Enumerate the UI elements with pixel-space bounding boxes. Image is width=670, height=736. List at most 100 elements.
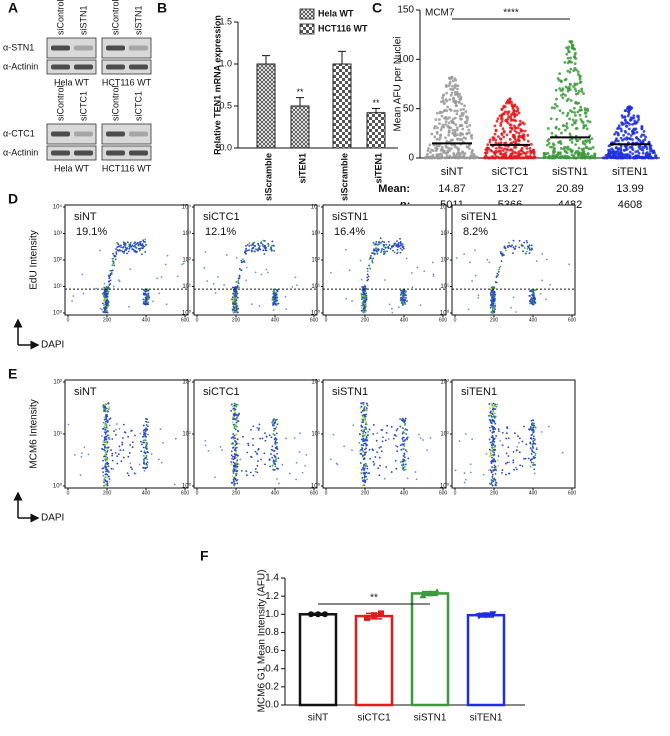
flow-dot bbox=[368, 258, 371, 260]
flow-dot bbox=[362, 472, 365, 475]
flow-dot bbox=[126, 247, 129, 249]
flow-dot bbox=[521, 440, 524, 443]
swarm-dot bbox=[577, 101, 581, 105]
flow-dot bbox=[491, 289, 493, 292]
swarm-dot bbox=[633, 119, 637, 123]
flow-dot bbox=[494, 444, 497, 447]
flow-dot bbox=[260, 273, 263, 276]
lane-label: siControl bbox=[110, 85, 120, 121]
flow-dot bbox=[507, 446, 510, 449]
flow-dot bbox=[364, 308, 367, 311]
flow-dot bbox=[230, 450, 233, 453]
max-dot bbox=[628, 105, 632, 109]
flow-dot bbox=[419, 437, 422, 440]
swarm-dot bbox=[454, 156, 458, 160]
flow-dot bbox=[380, 446, 382, 448]
swarm-dot bbox=[443, 109, 446, 113]
y-tick-label: 50 bbox=[403, 103, 415, 114]
flow-dot bbox=[108, 407, 110, 410]
flow-dot bbox=[507, 241, 510, 244]
flow-dot bbox=[273, 300, 275, 303]
flow-dot bbox=[109, 279, 112, 282]
swarm-dot bbox=[453, 116, 457, 120]
flow-dot bbox=[526, 247, 529, 250]
swarm-dot bbox=[445, 109, 449, 113]
y-tick-label: 10² bbox=[53, 380, 62, 386]
flow-dot bbox=[271, 240, 274, 243]
flow-dot bbox=[494, 305, 496, 308]
flow-dot bbox=[365, 298, 368, 301]
flow-dot bbox=[364, 448, 366, 451]
flow-dot bbox=[275, 467, 278, 470]
swarm-dot bbox=[457, 95, 460, 99]
swarm-dot bbox=[613, 132, 616, 136]
swarm-dot bbox=[550, 131, 554, 135]
swarm-dot bbox=[522, 133, 526, 136]
flow-dot bbox=[235, 464, 237, 467]
flow-dot bbox=[272, 423, 274, 426]
swarm-dot bbox=[581, 152, 585, 156]
flow-dot bbox=[396, 251, 399, 254]
flow-dot bbox=[101, 292, 104, 295]
flow-dot bbox=[532, 423, 534, 426]
flow-dot bbox=[277, 457, 280, 460]
swarm-dot bbox=[439, 128, 443, 132]
flow-dot bbox=[212, 282, 215, 285]
swarm-dot bbox=[426, 149, 430, 153]
x-tick-label: 200 bbox=[232, 490, 241, 496]
flow-dot bbox=[134, 250, 137, 253]
flow-dot bbox=[492, 296, 494, 298]
flow-dot bbox=[115, 253, 118, 255]
point bbox=[419, 591, 427, 599]
flow-dot bbox=[402, 302, 405, 305]
swarm-dot bbox=[626, 114, 630, 118]
flow-dot bbox=[363, 466, 366, 469]
swarm-dot bbox=[567, 85, 571, 89]
flow-dot bbox=[531, 429, 534, 432]
flow-dot bbox=[345, 248, 347, 251]
flow-dot bbox=[366, 478, 368, 481]
flow-dot bbox=[352, 424, 355, 427]
flow-dot bbox=[245, 266, 248, 269]
flow-dot bbox=[534, 426, 537, 428]
flow-dot bbox=[505, 473, 507, 476]
flow-dot bbox=[493, 440, 496, 443]
blot-band bbox=[129, 64, 148, 70]
x-tick-label: 600 bbox=[181, 317, 190, 323]
flow-dot bbox=[549, 284, 552, 286]
swarm-dot bbox=[623, 115, 627, 119]
flow-dot bbox=[523, 457, 525, 460]
swarm-dot bbox=[505, 148, 509, 152]
flow-dot bbox=[102, 467, 105, 469]
flow-dot bbox=[511, 244, 513, 247]
swarm-dot bbox=[566, 56, 570, 60]
flow-dot bbox=[106, 476, 108, 479]
flow-dot bbox=[499, 265, 502, 268]
flow-dot bbox=[105, 441, 107, 444]
y-tick-label: 0.0 bbox=[265, 700, 279, 711]
flow-dot bbox=[404, 449, 407, 452]
y-tick-label: 1.5 bbox=[219, 16, 232, 26]
flow-dot bbox=[493, 448, 495, 451]
swarm-dot bbox=[589, 147, 593, 151]
swarm-dot bbox=[462, 156, 466, 160]
flow-dot bbox=[561, 451, 564, 454]
swarm-dot bbox=[455, 112, 459, 116]
flow-dot bbox=[378, 446, 381, 449]
flow-dot bbox=[494, 294, 496, 297]
flow-dot bbox=[274, 443, 277, 446]
flow-dot bbox=[108, 480, 111, 483]
x-tick-label: 200 bbox=[103, 317, 112, 323]
x-tick-label: 400 bbox=[142, 490, 151, 496]
flow-dot bbox=[106, 293, 109, 296]
flow-dot bbox=[403, 294, 405, 297]
flow-dot bbox=[146, 297, 149, 299]
flow-dot bbox=[273, 462, 276, 465]
max-dot bbox=[568, 40, 572, 43]
swarm-dot bbox=[451, 131, 455, 135]
flow-dot bbox=[260, 458, 262, 461]
swarm-dot bbox=[629, 134, 633, 137]
flow-dot bbox=[250, 456, 253, 459]
flow-dot bbox=[489, 407, 492, 409]
y-tick-label: 10⁴ bbox=[53, 204, 63, 211]
